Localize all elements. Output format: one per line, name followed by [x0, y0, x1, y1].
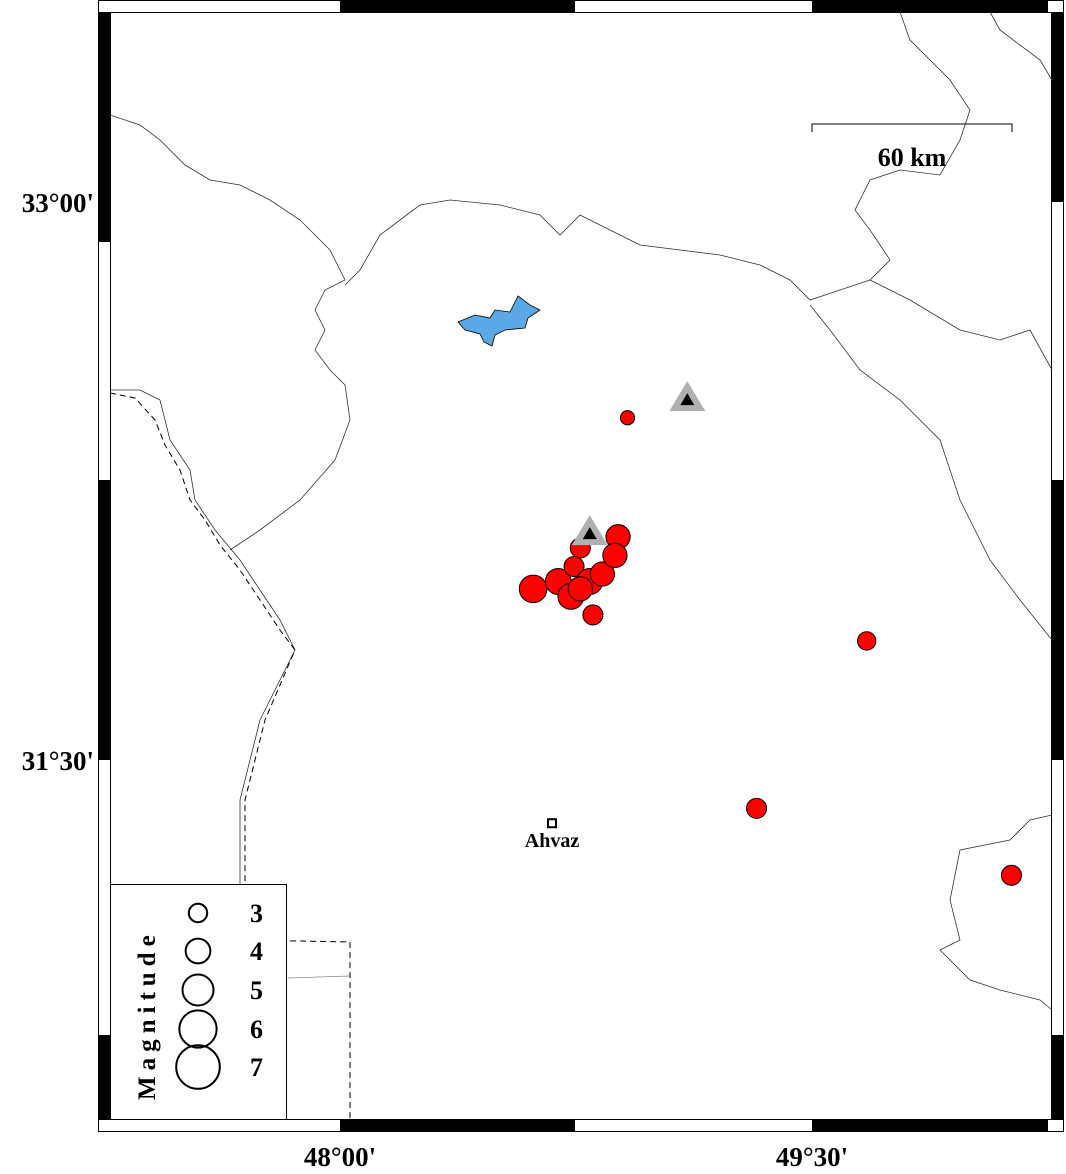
- legend-circle: [175, 1044, 221, 1090]
- legend-circle: [184, 937, 212, 965]
- station-triangle-icon: [669, 381, 706, 412]
- earthquake-event: [582, 604, 604, 626]
- legend-label: 5: [250, 976, 263, 1005]
- earthquake-event: [619, 410, 636, 426]
- magnitude-legend: Magnitude 3 4 5 6 7: [110, 884, 287, 1120]
- earthquake-event: [857, 631, 877, 651]
- station-triangle-icon: [571, 515, 608, 546]
- earthquake-event: [746, 797, 768, 819]
- seismic-stations: [571, 381, 706, 546]
- legend-circle: [181, 973, 215, 1007]
- earthquake-event: [1000, 864, 1022, 886]
- earthquake-events: [518, 410, 1022, 886]
- legend-label: 7: [250, 1053, 263, 1082]
- legend-label: 3: [250, 899, 263, 928]
- earthquake-event: [518, 574, 548, 604]
- earthquake-event: [567, 576, 593, 602]
- legend-label: 6: [250, 1015, 263, 1044]
- lat-tick-label: 31°30': [22, 746, 94, 776]
- earthquake-event: [589, 561, 615, 587]
- lon-tick-label: 48°00': [304, 1142, 376, 1169]
- earthquake-event: [602, 542, 628, 569]
- legend-title: Magnitude: [134, 929, 161, 1100]
- lon-tick-label: 49°30': [776, 1142, 848, 1169]
- city-label: Ahvaz: [525, 830, 580, 852]
- earthquake-event: [563, 556, 585, 578]
- scale-bar: 60 km: [811, 123, 1013, 172]
- legend-circle: [178, 1009, 218, 1049]
- international-border: [109, 392, 351, 1120]
- province-borders: [109, 11, 1053, 1120]
- city-ahvaz: Ahvaz: [525, 818, 580, 852]
- city-marker: [546, 818, 557, 829]
- legend-label: 4: [250, 937, 263, 966]
- lat-tick-label: 33°00': [22, 188, 94, 218]
- scale-bar-label: 60 km: [878, 143, 947, 172]
- legend-circle: [187, 902, 209, 924]
- reservoir-lake: [457, 295, 541, 347]
